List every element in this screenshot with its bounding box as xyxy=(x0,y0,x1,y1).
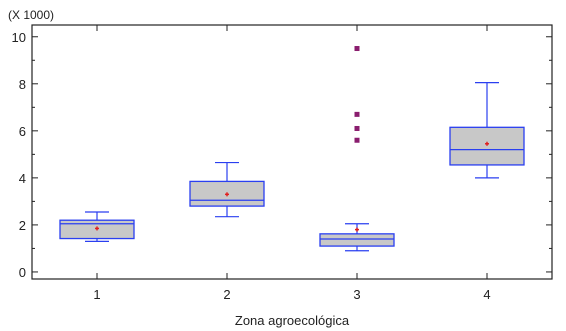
y-tick-label: 6 xyxy=(19,124,26,139)
x-tick-label: 4 xyxy=(483,287,490,302)
y-axis-multiplier-label: (X 1000) xyxy=(8,8,54,22)
outlier-point xyxy=(354,46,360,52)
iqr-box xyxy=(319,233,395,247)
x-axis-label: Zona agroecológica xyxy=(235,313,350,328)
y-tick-label: 4 xyxy=(19,171,26,186)
y-tick-label: 2 xyxy=(19,218,26,233)
outlier-point xyxy=(354,111,360,117)
box-group-3 xyxy=(319,46,395,252)
outlier-point xyxy=(354,137,360,143)
box-group-2 xyxy=(189,161,265,218)
box-series xyxy=(59,46,525,252)
outlier-point xyxy=(354,125,360,131)
y-tick-label: 10 xyxy=(12,30,26,45)
box-group-4 xyxy=(449,82,525,179)
y-tick-label: 8 xyxy=(19,77,26,92)
y-tick-label: 0 xyxy=(19,265,26,280)
x-tick-label: 2 xyxy=(223,287,230,302)
plot-area-frame xyxy=(31,24,553,280)
x-tick-label: 3 xyxy=(353,287,360,302)
x-axis: 1 2 3 4 xyxy=(93,25,491,302)
box-group-1 xyxy=(59,211,135,242)
y-axis: 0 2 4 6 8 10 xyxy=(12,30,552,280)
iqr-box xyxy=(449,126,525,166)
x-tick-label: 1 xyxy=(93,287,100,302)
